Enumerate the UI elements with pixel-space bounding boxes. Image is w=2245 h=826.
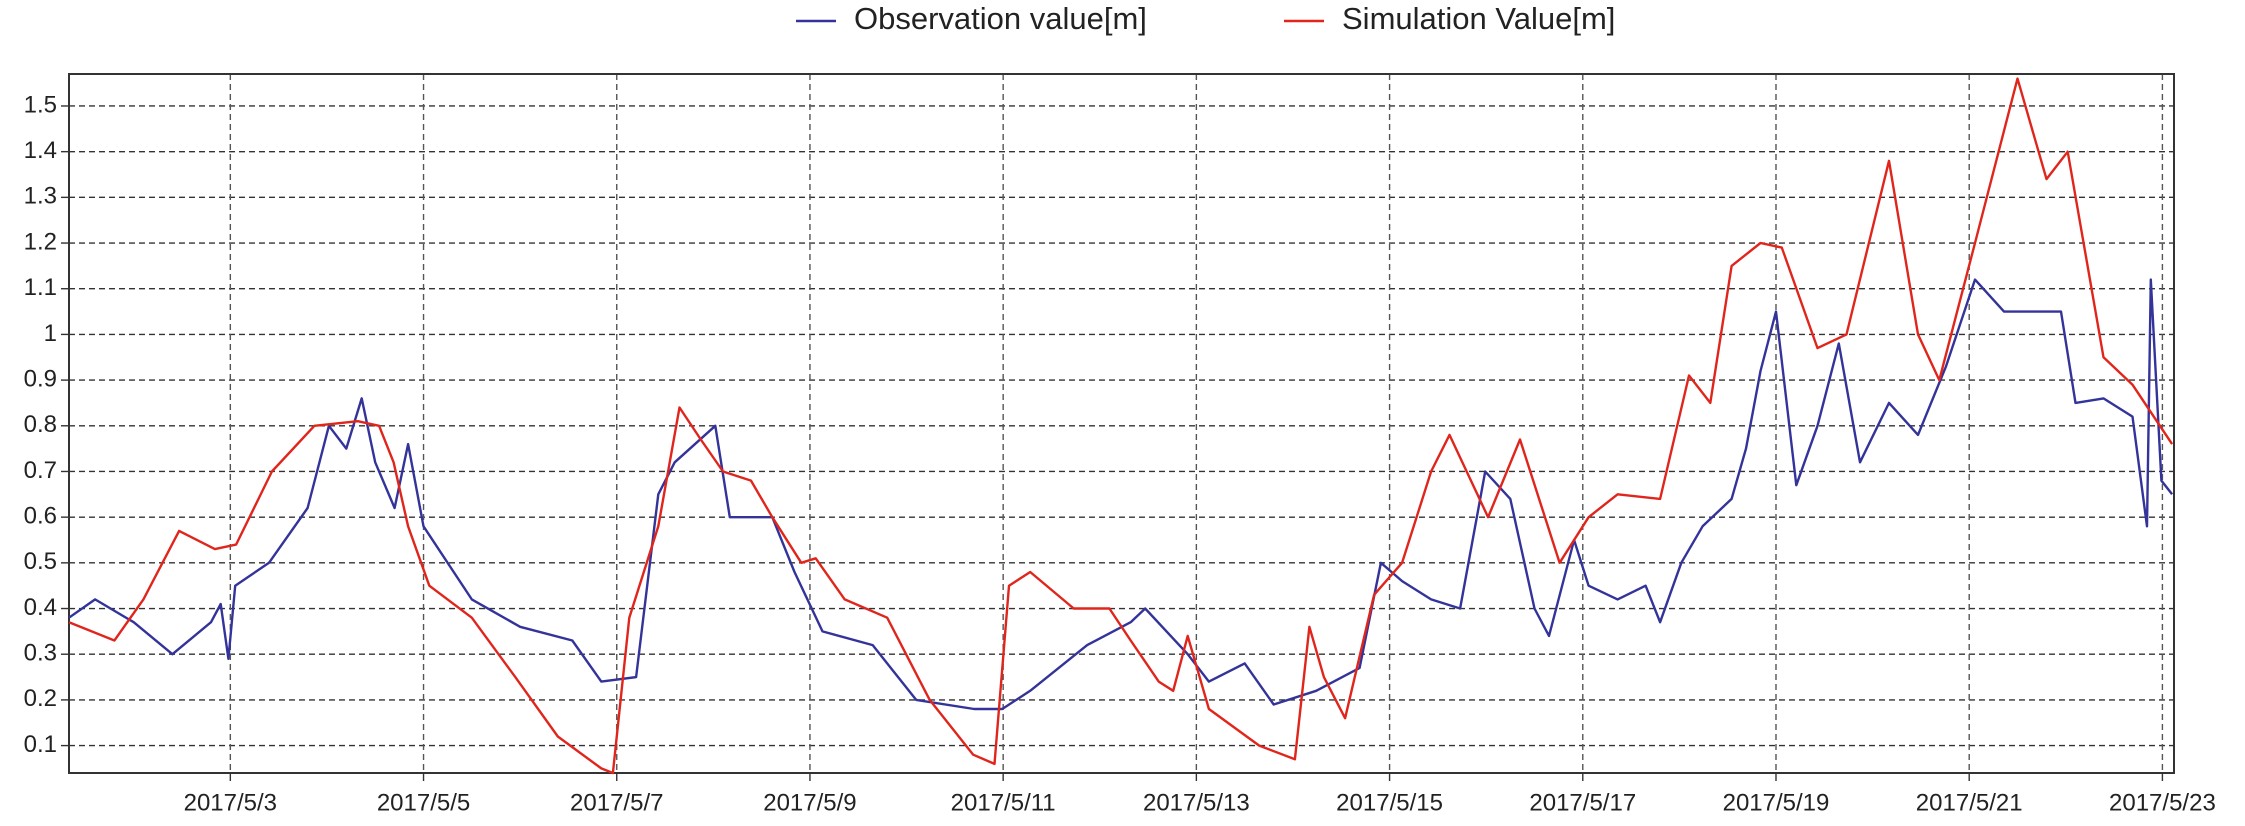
y-tick-label: 0.8 xyxy=(24,411,57,438)
x-tick-label: 2017/5/11 xyxy=(951,789,1056,816)
y-tick-label: 0.2 xyxy=(24,685,57,712)
y-tick-label: 0.3 xyxy=(24,640,57,667)
x-tick-label: 2017/5/7 xyxy=(570,789,663,816)
x-tick-label: 2017/5/3 xyxy=(184,789,277,816)
y-tick-label: 0.5 xyxy=(24,548,57,575)
y-tick-label: 1.4 xyxy=(24,137,57,164)
y-tick-label: 1.5 xyxy=(24,91,57,118)
series-line xyxy=(68,278,2174,711)
y-tick-label: 0.9 xyxy=(24,365,57,392)
x-tick-label: 2017/5/19 xyxy=(1723,789,1830,816)
legend-label: Simulation Value[m] xyxy=(1342,1,1615,36)
plot-area xyxy=(69,74,2174,773)
y-tick-label: 0.4 xyxy=(24,594,57,621)
x-tick-label: 2017/5/13 xyxy=(1143,789,1250,816)
x-tick-label: 2017/5/21 xyxy=(1916,789,2023,816)
x-tick-label: 2017/5/5 xyxy=(377,789,470,816)
y-tick-label: 1 xyxy=(44,320,57,347)
y-tick-label: 0.6 xyxy=(24,503,57,530)
legend-label: Observation value[m] xyxy=(854,1,1147,36)
y-tick-label: 0.1 xyxy=(24,731,57,758)
series-line xyxy=(68,77,2174,775)
y-tick-label: 0.7 xyxy=(24,457,57,484)
plot-frame xyxy=(68,73,2175,774)
y-tick-label: 1.3 xyxy=(24,183,57,210)
x-tick-label: 2017/5/23 xyxy=(2109,789,2216,816)
y-tick-label: 1.2 xyxy=(24,228,57,255)
x-tick-label: 2017/5/17 xyxy=(1529,789,1636,816)
x-tick-label: 2017/5/15 xyxy=(1336,789,1443,816)
x-tick-label: 2017/5/9 xyxy=(763,789,856,816)
y-tick-label: 1.1 xyxy=(24,274,57,301)
